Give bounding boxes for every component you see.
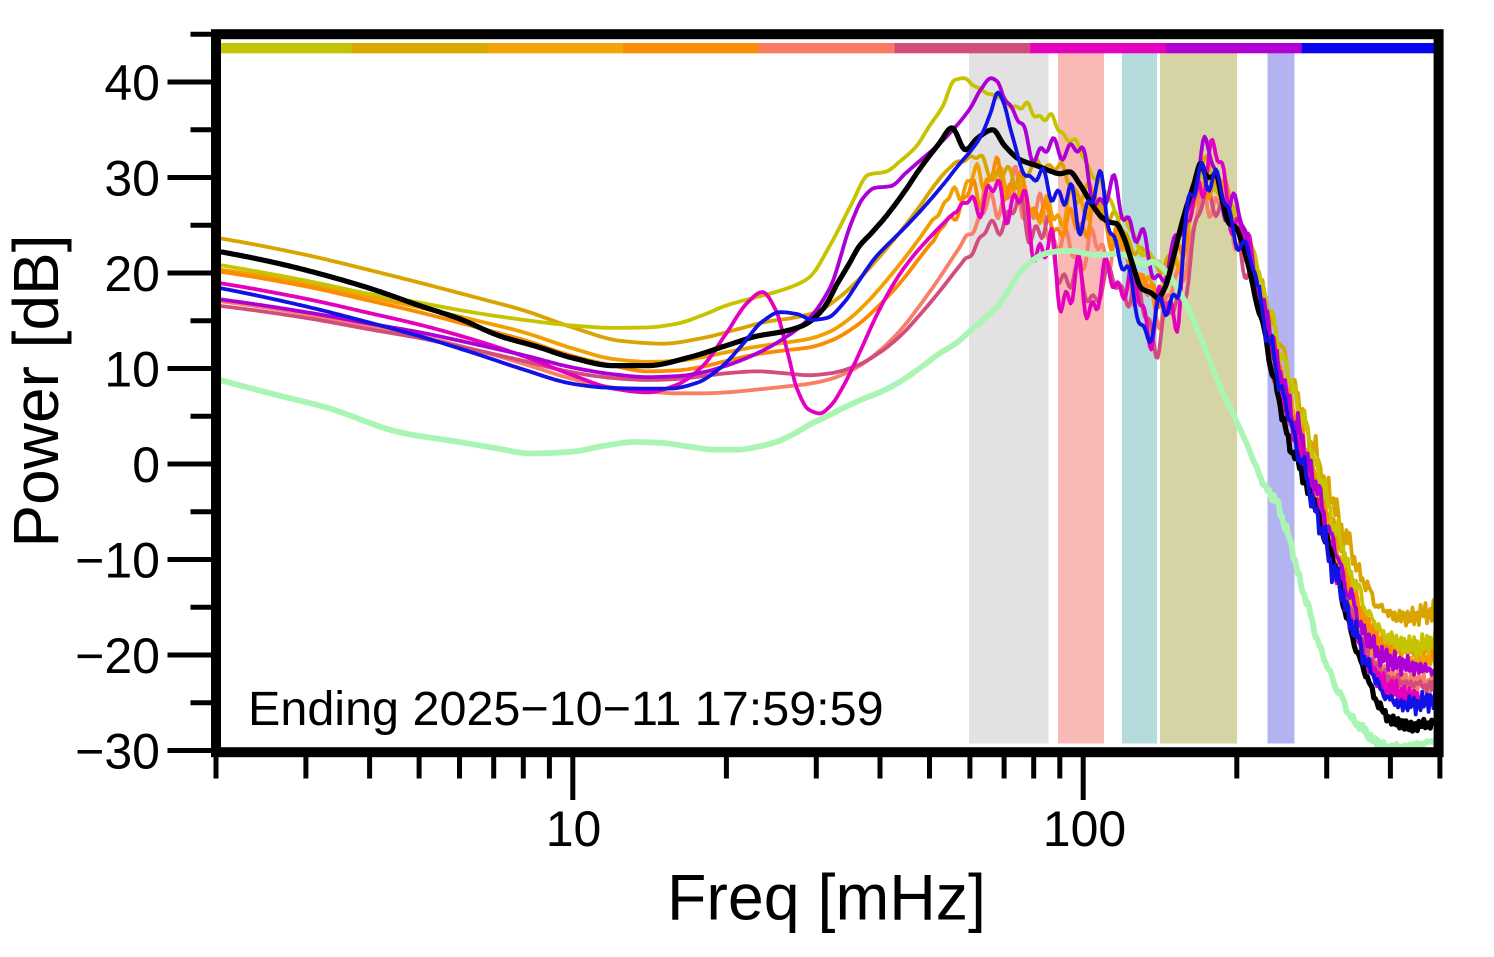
svg-text:Ending 2025−10−11 17:59:59: Ending 2025−10−11 17:59:59 bbox=[248, 682, 884, 736]
svg-text:−30: −30 bbox=[75, 723, 160, 779]
svg-text:10: 10 bbox=[104, 341, 160, 397]
svg-text:Power [dB]: Power [dB] bbox=[0, 234, 72, 547]
svg-text:30: 30 bbox=[104, 150, 160, 206]
svg-text:40: 40 bbox=[104, 55, 160, 111]
svg-text:100: 100 bbox=[1043, 801, 1126, 857]
svg-text:20: 20 bbox=[104, 246, 160, 302]
svg-text:−20: −20 bbox=[75, 628, 160, 684]
svg-text:Freq [mHz]: Freq [mHz] bbox=[667, 862, 986, 934]
svg-text:0: 0 bbox=[132, 437, 160, 493]
svg-text:10: 10 bbox=[546, 801, 602, 857]
svg-text:−10: −10 bbox=[75, 532, 160, 588]
